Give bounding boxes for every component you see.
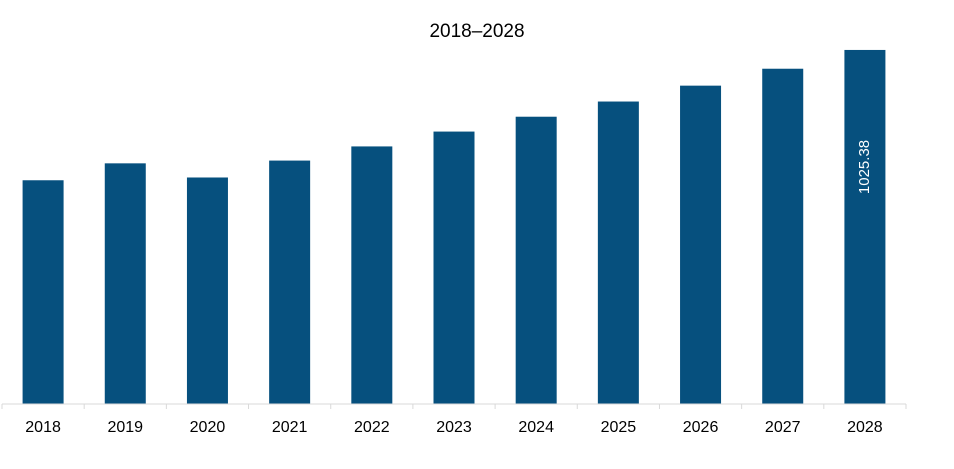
x-axis-ticks (1, 404, 907, 409)
x-tick-label-2026: 2026 (683, 419, 719, 436)
bar-2021 (269, 160, 311, 404)
x-tick-label-2021: 2021 (272, 419, 308, 436)
bar-2027 (762, 68, 804, 404)
x-tick-label-2020: 2020 (190, 419, 226, 436)
chart-title: 2018–2028 (429, 21, 524, 42)
bar-2024 (515, 116, 557, 404)
x-tick-label-2018: 2018 (25, 419, 61, 436)
bar-2019 (104, 163, 146, 404)
x-tick-label-2027: 2027 (765, 419, 801, 436)
bar-2026 (680, 85, 722, 405)
bar-2018 (22, 180, 64, 404)
x-tick-label-2028: 2028 (847, 419, 883, 436)
x-tick-label-2023: 2023 (436, 419, 472, 436)
x-tick-label-2025: 2025 (601, 419, 637, 436)
x-tick-label-2024: 2024 (518, 419, 554, 436)
bars-group (22, 49, 886, 405)
bar-2028 (844, 49, 886, 404)
data-label-2028: 1025.38 (856, 140, 873, 194)
x-tick-label-2022: 2022 (354, 419, 390, 436)
x-axis-tick-labels: 2018 2019 2020 2021 2022 2023 2024 2025 2026 2027… (25, 419, 883, 436)
data-labels: 1025.38 (856, 140, 873, 194)
bar-2023 (433, 131, 475, 404)
x-tick-label-2019: 2019 (107, 419, 143, 436)
bar-2025 (597, 101, 639, 404)
bar-2020 (186, 177, 228, 404)
bar-2022 (351, 146, 393, 405)
